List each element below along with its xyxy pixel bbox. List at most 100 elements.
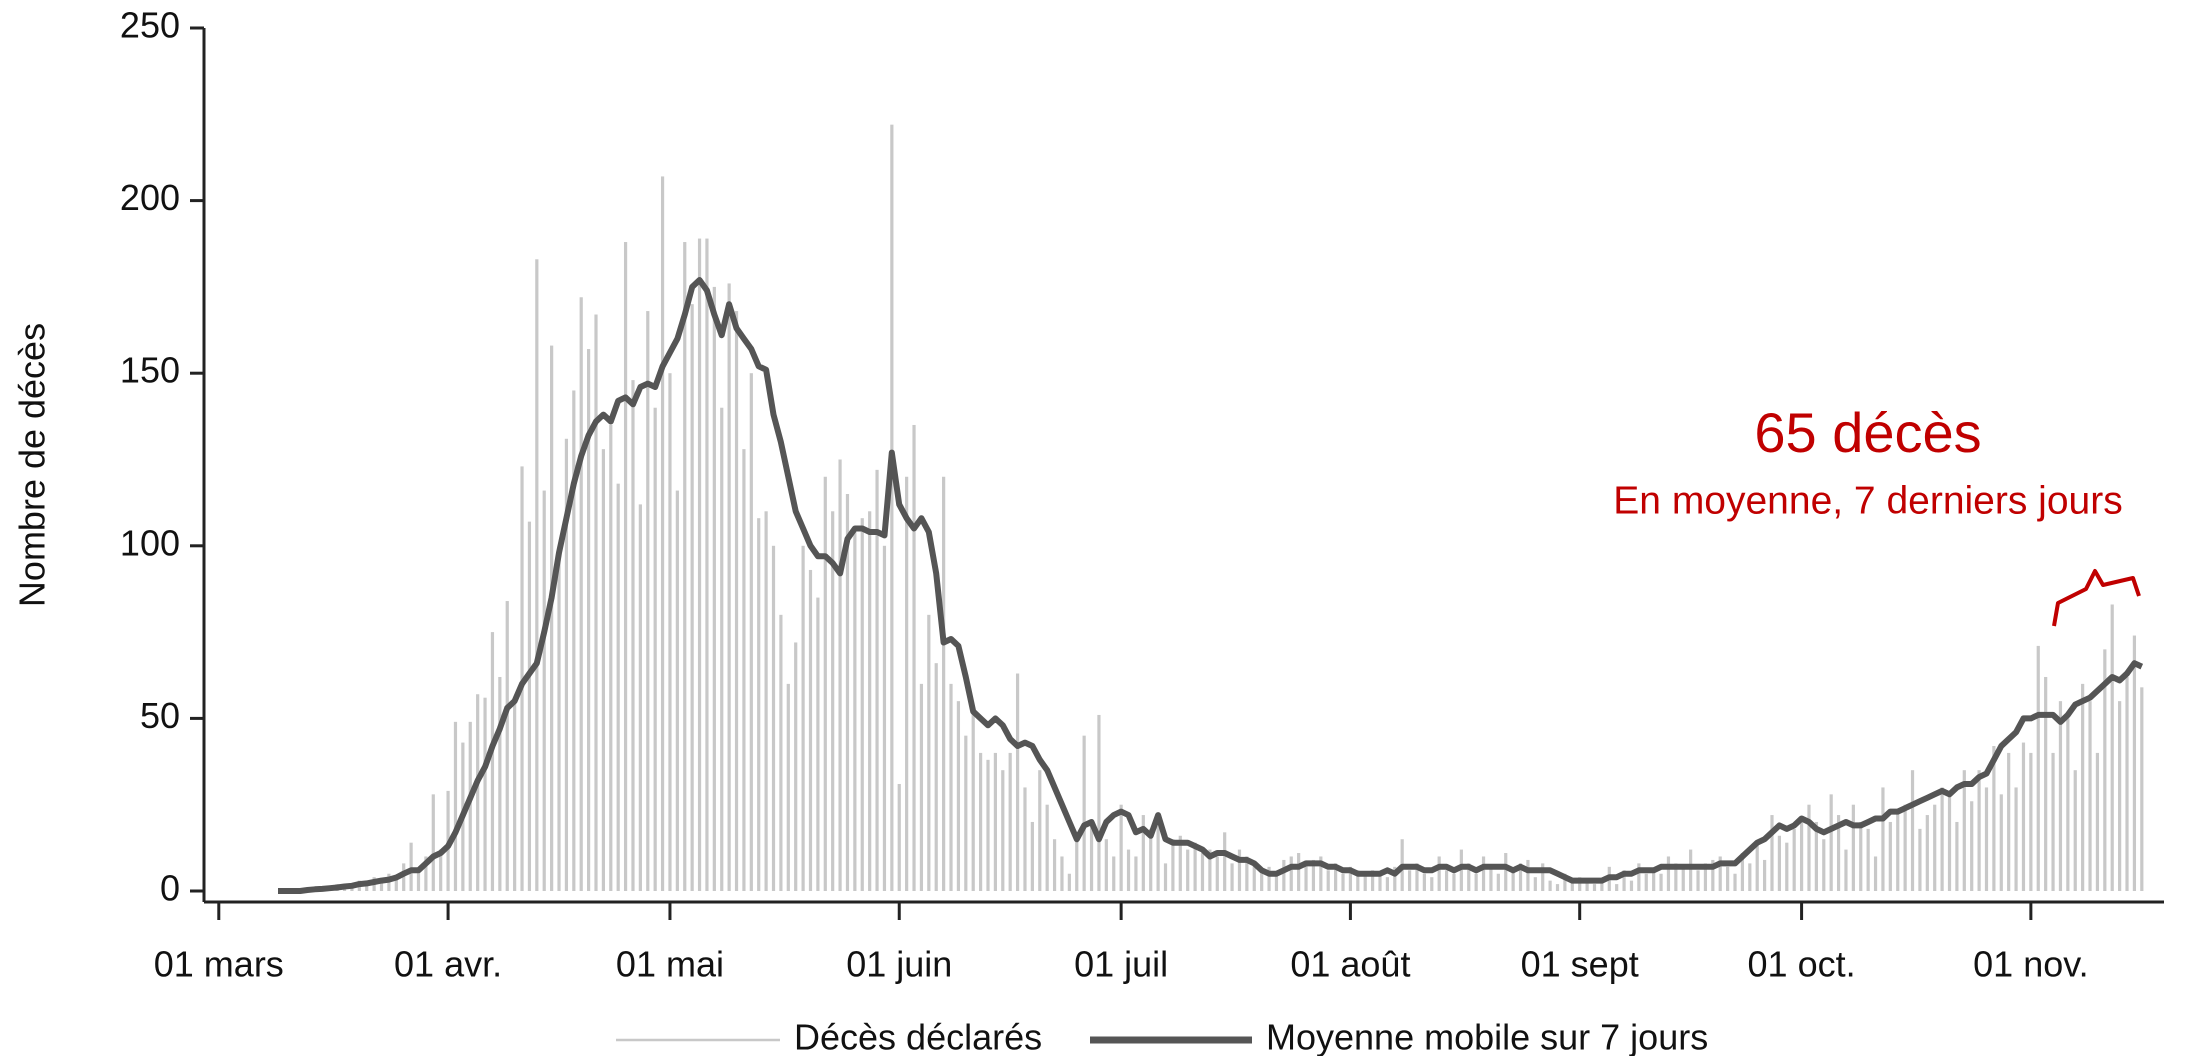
bar	[365, 884, 369, 891]
bar	[1334, 863, 1338, 891]
bar	[786, 683, 790, 891]
annotation-brace	[2052, 569, 2141, 627]
bar	[1297, 853, 1301, 891]
bar	[1504, 853, 1508, 891]
x-tick-label: 01 juin	[846, 944, 952, 985]
x-tick-label: 01 mars	[154, 944, 284, 985]
bar	[1844, 849, 1848, 891]
bar	[1008, 752, 1012, 891]
bar	[1030, 821, 1034, 891]
bar	[1356, 870, 1360, 891]
bar	[490, 632, 495, 891]
bar	[1119, 804, 1123, 891]
bar	[1903, 804, 1907, 891]
bar	[601, 449, 605, 891]
bar	[1060, 856, 1064, 891]
moving-average-line	[278, 277, 2144, 894]
bar	[1970, 801, 1974, 891]
bar	[1578, 877, 1582, 891]
bar	[890, 124, 894, 891]
bar	[1851, 804, 1855, 891]
bar	[483, 697, 487, 891]
bar	[1481, 856, 1486, 891]
bar	[794, 642, 798, 891]
bar	[1555, 884, 1560, 891]
bar	[2029, 752, 2033, 891]
bar	[801, 545, 805, 891]
bar	[1385, 877, 1389, 891]
bar	[712, 286, 716, 891]
x-tick-label: 01 mai	[616, 944, 724, 985]
bar	[1518, 863, 1523, 891]
bar	[1541, 863, 1545, 891]
bar	[1415, 863, 1419, 891]
bar	[2110, 604, 2114, 891]
bar	[1112, 856, 1116, 891]
bar	[1777, 835, 1781, 891]
bar	[1126, 849, 1131, 891]
legend-label: Décès déclarés	[794, 1017, 1042, 1056]
bar	[1652, 870, 1656, 891]
bar	[1097, 714, 1101, 891]
x-tick-label: 01 août	[1290, 944, 1410, 985]
bar	[1230, 863, 1234, 891]
bar	[424, 856, 428, 891]
bar	[1245, 856, 1249, 891]
bar	[905, 476, 909, 891]
bar	[1348, 866, 1353, 891]
bar	[1104, 839, 1108, 891]
x-tick-label: 01 oct.	[1748, 944, 1856, 985]
bar	[1474, 873, 1478, 891]
bar	[631, 380, 635, 891]
bar	[2066, 718, 2070, 891]
bar	[1089, 821, 1094, 891]
bar	[1134, 856, 1138, 891]
bar	[683, 242, 687, 892]
bar	[1163, 863, 1168, 891]
bar	[927, 614, 931, 891]
bar	[1045, 804, 1049, 891]
bar	[1023, 787, 1027, 891]
bar	[2073, 770, 2077, 891]
bar	[964, 735, 968, 891]
bar	[919, 683, 924, 891]
bar	[1799, 821, 1804, 891]
bar	[727, 283, 731, 891]
bar	[1237, 849, 1242, 891]
bar	[646, 311, 650, 892]
bar	[1829, 794, 1833, 891]
bar	[379, 880, 384, 891]
bar	[1282, 859, 1286, 891]
bar	[1444, 870, 1449, 891]
bar	[705, 238, 709, 891]
bar	[1304, 863, 1308, 891]
bar	[757, 518, 761, 891]
legend-label: Moyenne mobile sur 7 jours	[1266, 1017, 1708, 1056]
bar	[2044, 676, 2048, 891]
bar	[1141, 815, 1145, 891]
bar	[1770, 815, 1774, 891]
x-tick-label: 01 avr.	[394, 944, 502, 985]
bar	[587, 349, 591, 891]
bar	[1274, 873, 1279, 891]
bar	[742, 449, 746, 891]
bar	[1984, 787, 1989, 891]
bar	[1363, 873, 1367, 891]
bar	[1763, 859, 1767, 891]
bar	[1171, 839, 1175, 891]
bar	[616, 483, 620, 891]
bar	[1511, 870, 1515, 891]
bar	[1082, 735, 1086, 891]
bar	[1452, 873, 1456, 891]
bar	[1319, 856, 1323, 891]
bar	[1947, 794, 1952, 891]
bar	[1836, 815, 1841, 891]
bar	[986, 759, 990, 891]
bar	[1326, 870, 1330, 891]
bar	[1807, 804, 1811, 891]
bar	[1430, 877, 1434, 891]
bar	[1955, 821, 1959, 891]
bar	[853, 531, 857, 891]
bar	[638, 504, 642, 891]
